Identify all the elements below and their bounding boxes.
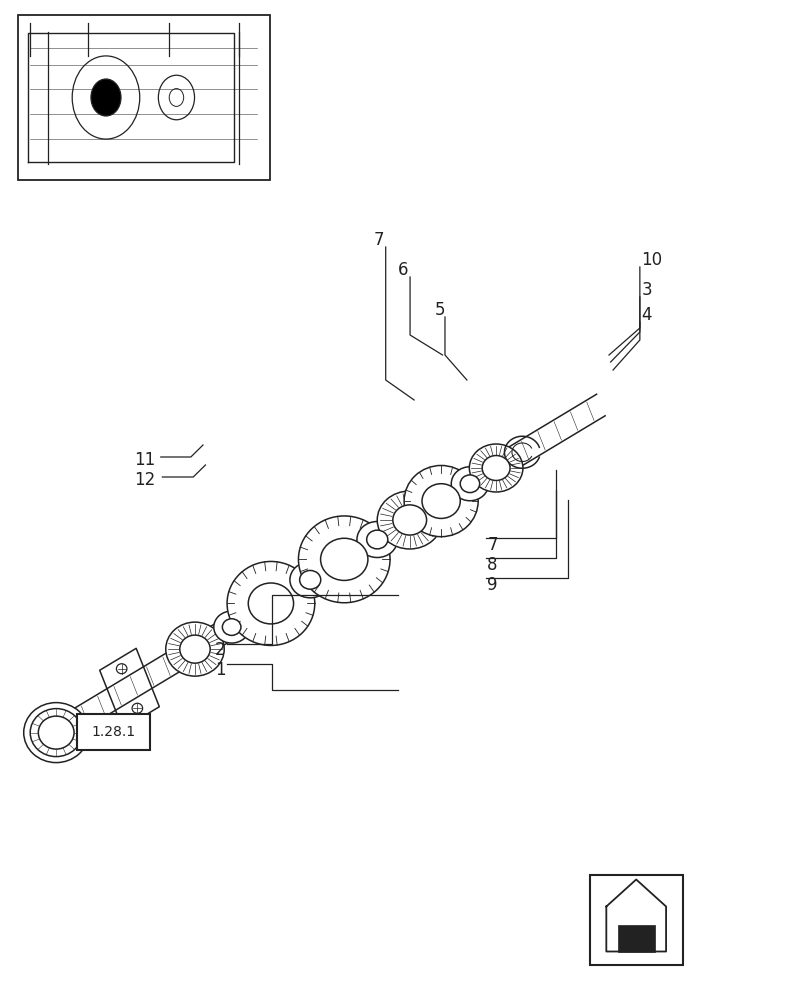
Ellipse shape (298, 516, 389, 603)
Ellipse shape (24, 703, 88, 763)
Text: 12: 12 (134, 471, 155, 489)
Ellipse shape (393, 505, 426, 535)
Ellipse shape (213, 611, 249, 643)
Text: 5: 5 (434, 301, 444, 319)
Ellipse shape (451, 467, 488, 501)
Ellipse shape (179, 635, 210, 663)
Ellipse shape (404, 465, 478, 537)
Text: 6: 6 (397, 261, 408, 279)
Ellipse shape (422, 484, 460, 518)
Ellipse shape (299, 570, 320, 589)
Ellipse shape (227, 561, 315, 645)
Ellipse shape (91, 79, 121, 116)
Text: 10: 10 (641, 251, 662, 269)
Ellipse shape (165, 622, 224, 676)
Ellipse shape (469, 444, 522, 492)
Ellipse shape (460, 475, 479, 493)
Text: 1: 1 (215, 661, 225, 679)
Text: 9: 9 (487, 576, 497, 594)
Text: 1.28.1: 1.28.1 (92, 725, 135, 739)
Bar (77, 714, 150, 750)
Bar (589, 875, 682, 965)
Ellipse shape (482, 456, 509, 480)
Ellipse shape (320, 538, 367, 580)
Ellipse shape (222, 619, 241, 635)
Bar (18, 15, 269, 180)
Polygon shape (616, 924, 654, 952)
Ellipse shape (248, 583, 294, 624)
Ellipse shape (377, 491, 442, 549)
Ellipse shape (290, 562, 330, 598)
Text: 4: 4 (641, 306, 651, 324)
Ellipse shape (367, 530, 388, 549)
Text: 3: 3 (641, 281, 651, 299)
Text: 8: 8 (487, 556, 497, 574)
Ellipse shape (357, 522, 397, 558)
Text: 2: 2 (215, 641, 225, 659)
Text: 7: 7 (487, 536, 497, 554)
Text: 7: 7 (373, 231, 384, 249)
Text: 11: 11 (134, 451, 155, 469)
